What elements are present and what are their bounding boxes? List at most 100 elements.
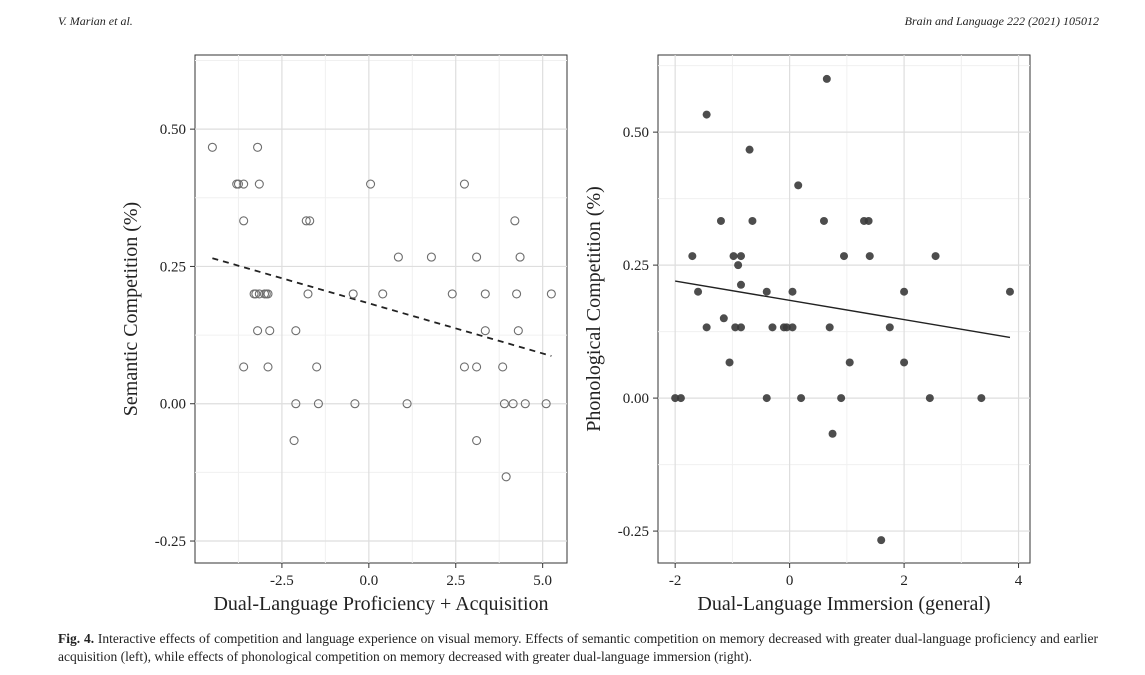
left-data-point <box>265 326 275 336</box>
left-data-point <box>426 252 436 262</box>
left-data-point <box>239 179 249 189</box>
left-data-point <box>301 216 311 226</box>
left-data-point <box>541 399 551 409</box>
right-data-point <box>900 358 909 367</box>
left-data-point <box>402 399 412 409</box>
right-data-point <box>736 323 745 332</box>
left-data-point <box>239 362 249 372</box>
right-data-point <box>837 394 846 403</box>
right-data-point <box>900 287 909 296</box>
right-y-ticks: -0.25 0.00 0.25 0.50 <box>618 125 658 540</box>
left-y-axis-title: Semantic Competition (%) <box>120 202 142 416</box>
right-data-point <box>702 110 711 119</box>
left-x-axis-title: Dual-Language Proficiency + Acquisition <box>213 593 548 615</box>
left-data-point <box>254 179 264 189</box>
right-data-point <box>748 216 757 225</box>
left-gridlines <box>195 55 567 563</box>
left-data-point <box>233 179 244 189</box>
right-data-point <box>762 287 771 296</box>
left-data-point <box>480 289 490 299</box>
right-data-point <box>822 74 831 83</box>
right-data-point <box>845 358 854 367</box>
right-y-tick-label: -0.25 <box>618 524 649 540</box>
left-x-ticks: -2.5 0.0 2.5 5.0 <box>270 563 552 589</box>
figure-canvas: -2.5 0.0 2.5 5.0 -0.25 0.00 0.25 0.50 Dual-Lan… <box>120 54 1031 615</box>
right-data-point <box>768 323 777 332</box>
left-data-point <box>291 326 301 336</box>
left-data-point <box>480 326 490 336</box>
right-data-point <box>794 181 803 190</box>
left-data-point <box>289 435 299 446</box>
left-data-point <box>291 399 301 409</box>
right-data-point <box>702 323 711 332</box>
left-data-point <box>510 216 520 226</box>
left-data-point <box>498 362 508 372</box>
right-x-tick-label: 2 <box>900 573 908 589</box>
left-data-point <box>459 179 469 189</box>
right-data-point <box>788 323 797 332</box>
right-data-point <box>864 216 873 225</box>
left-data-point <box>263 362 273 372</box>
right-y-axis-title: Phonological Competition (%) <box>583 186 605 432</box>
right-scatter-panel: -2 0 2 4 -0.25 0.00 0.25 0.50 Dual-Language Im… <box>583 54 1031 615</box>
left-x-tick-label: 2.5 <box>446 573 465 589</box>
right-data-point <box>885 323 894 332</box>
right-data-point <box>762 394 771 403</box>
right-data-point <box>731 323 740 332</box>
left-data-point <box>303 289 313 299</box>
left-y-tick-label: 0.25 <box>160 259 186 275</box>
left-plot-border <box>194 54 568 564</box>
right-data-point <box>716 216 725 225</box>
right-y-tick-label: 0.00 <box>623 391 649 407</box>
left-data-point <box>546 289 556 299</box>
left-data-point <box>207 142 217 152</box>
right-data-points <box>671 74 1014 545</box>
left-y-tick-label: -0.25 <box>155 534 186 550</box>
left-data-point <box>459 362 469 372</box>
left-data-points <box>207 142 556 482</box>
left-data-point <box>253 142 263 152</box>
right-data-point <box>819 216 828 225</box>
right-data-point <box>925 394 934 403</box>
left-y-tick-label: 0.50 <box>160 122 186 138</box>
left-data-point <box>501 472 511 482</box>
left-y-tick-label: 0.00 <box>160 397 186 413</box>
right-data-point <box>676 394 685 403</box>
right-data-point <box>797 394 806 403</box>
right-data-point <box>865 252 874 261</box>
figure-label: Fig. 4. <box>58 631 95 646</box>
right-data-point <box>931 252 940 261</box>
left-data-point <box>251 289 261 299</box>
left-data-point <box>393 252 403 262</box>
right-data-point <box>840 252 848 261</box>
left-trend-line-group <box>212 257 552 357</box>
right-data-point <box>782 323 791 332</box>
left-data-point <box>447 289 457 299</box>
left-data-point <box>366 179 376 189</box>
right-trend-line-group <box>675 280 1011 339</box>
figure-caption: Fig. 4. Interactive effects of competiti… <box>58 630 1098 666</box>
right-y-tick-label: 0.25 <box>623 258 649 274</box>
left-data-point <box>513 326 523 336</box>
right-data-point <box>828 429 837 438</box>
right-x-tick-label: 0 <box>786 573 794 589</box>
left-data-point <box>254 289 264 299</box>
left-data-point <box>239 216 249 226</box>
left-data-point <box>472 252 482 262</box>
right-x-ticks: -2 0 2 4 <box>669 563 1023 589</box>
left-data-point <box>378 289 388 299</box>
right-data-point <box>825 323 834 332</box>
right-data-point <box>1005 287 1014 296</box>
right-data-point <box>734 261 743 270</box>
running-header-journal: Brain and Language 222 (2021) 105012 <box>904 14 1099 28</box>
left-data-point <box>253 326 263 336</box>
right-plot-border <box>657 54 1031 564</box>
right-data-point <box>671 394 680 403</box>
right-data-point <box>694 287 703 296</box>
right-gridlines <box>658 55 1030 563</box>
left-data-point <box>472 362 482 372</box>
right-trend-line <box>675 280 1011 339</box>
right-data-point <box>736 280 745 289</box>
left-data-point <box>508 399 518 409</box>
left-data-point <box>312 362 322 372</box>
